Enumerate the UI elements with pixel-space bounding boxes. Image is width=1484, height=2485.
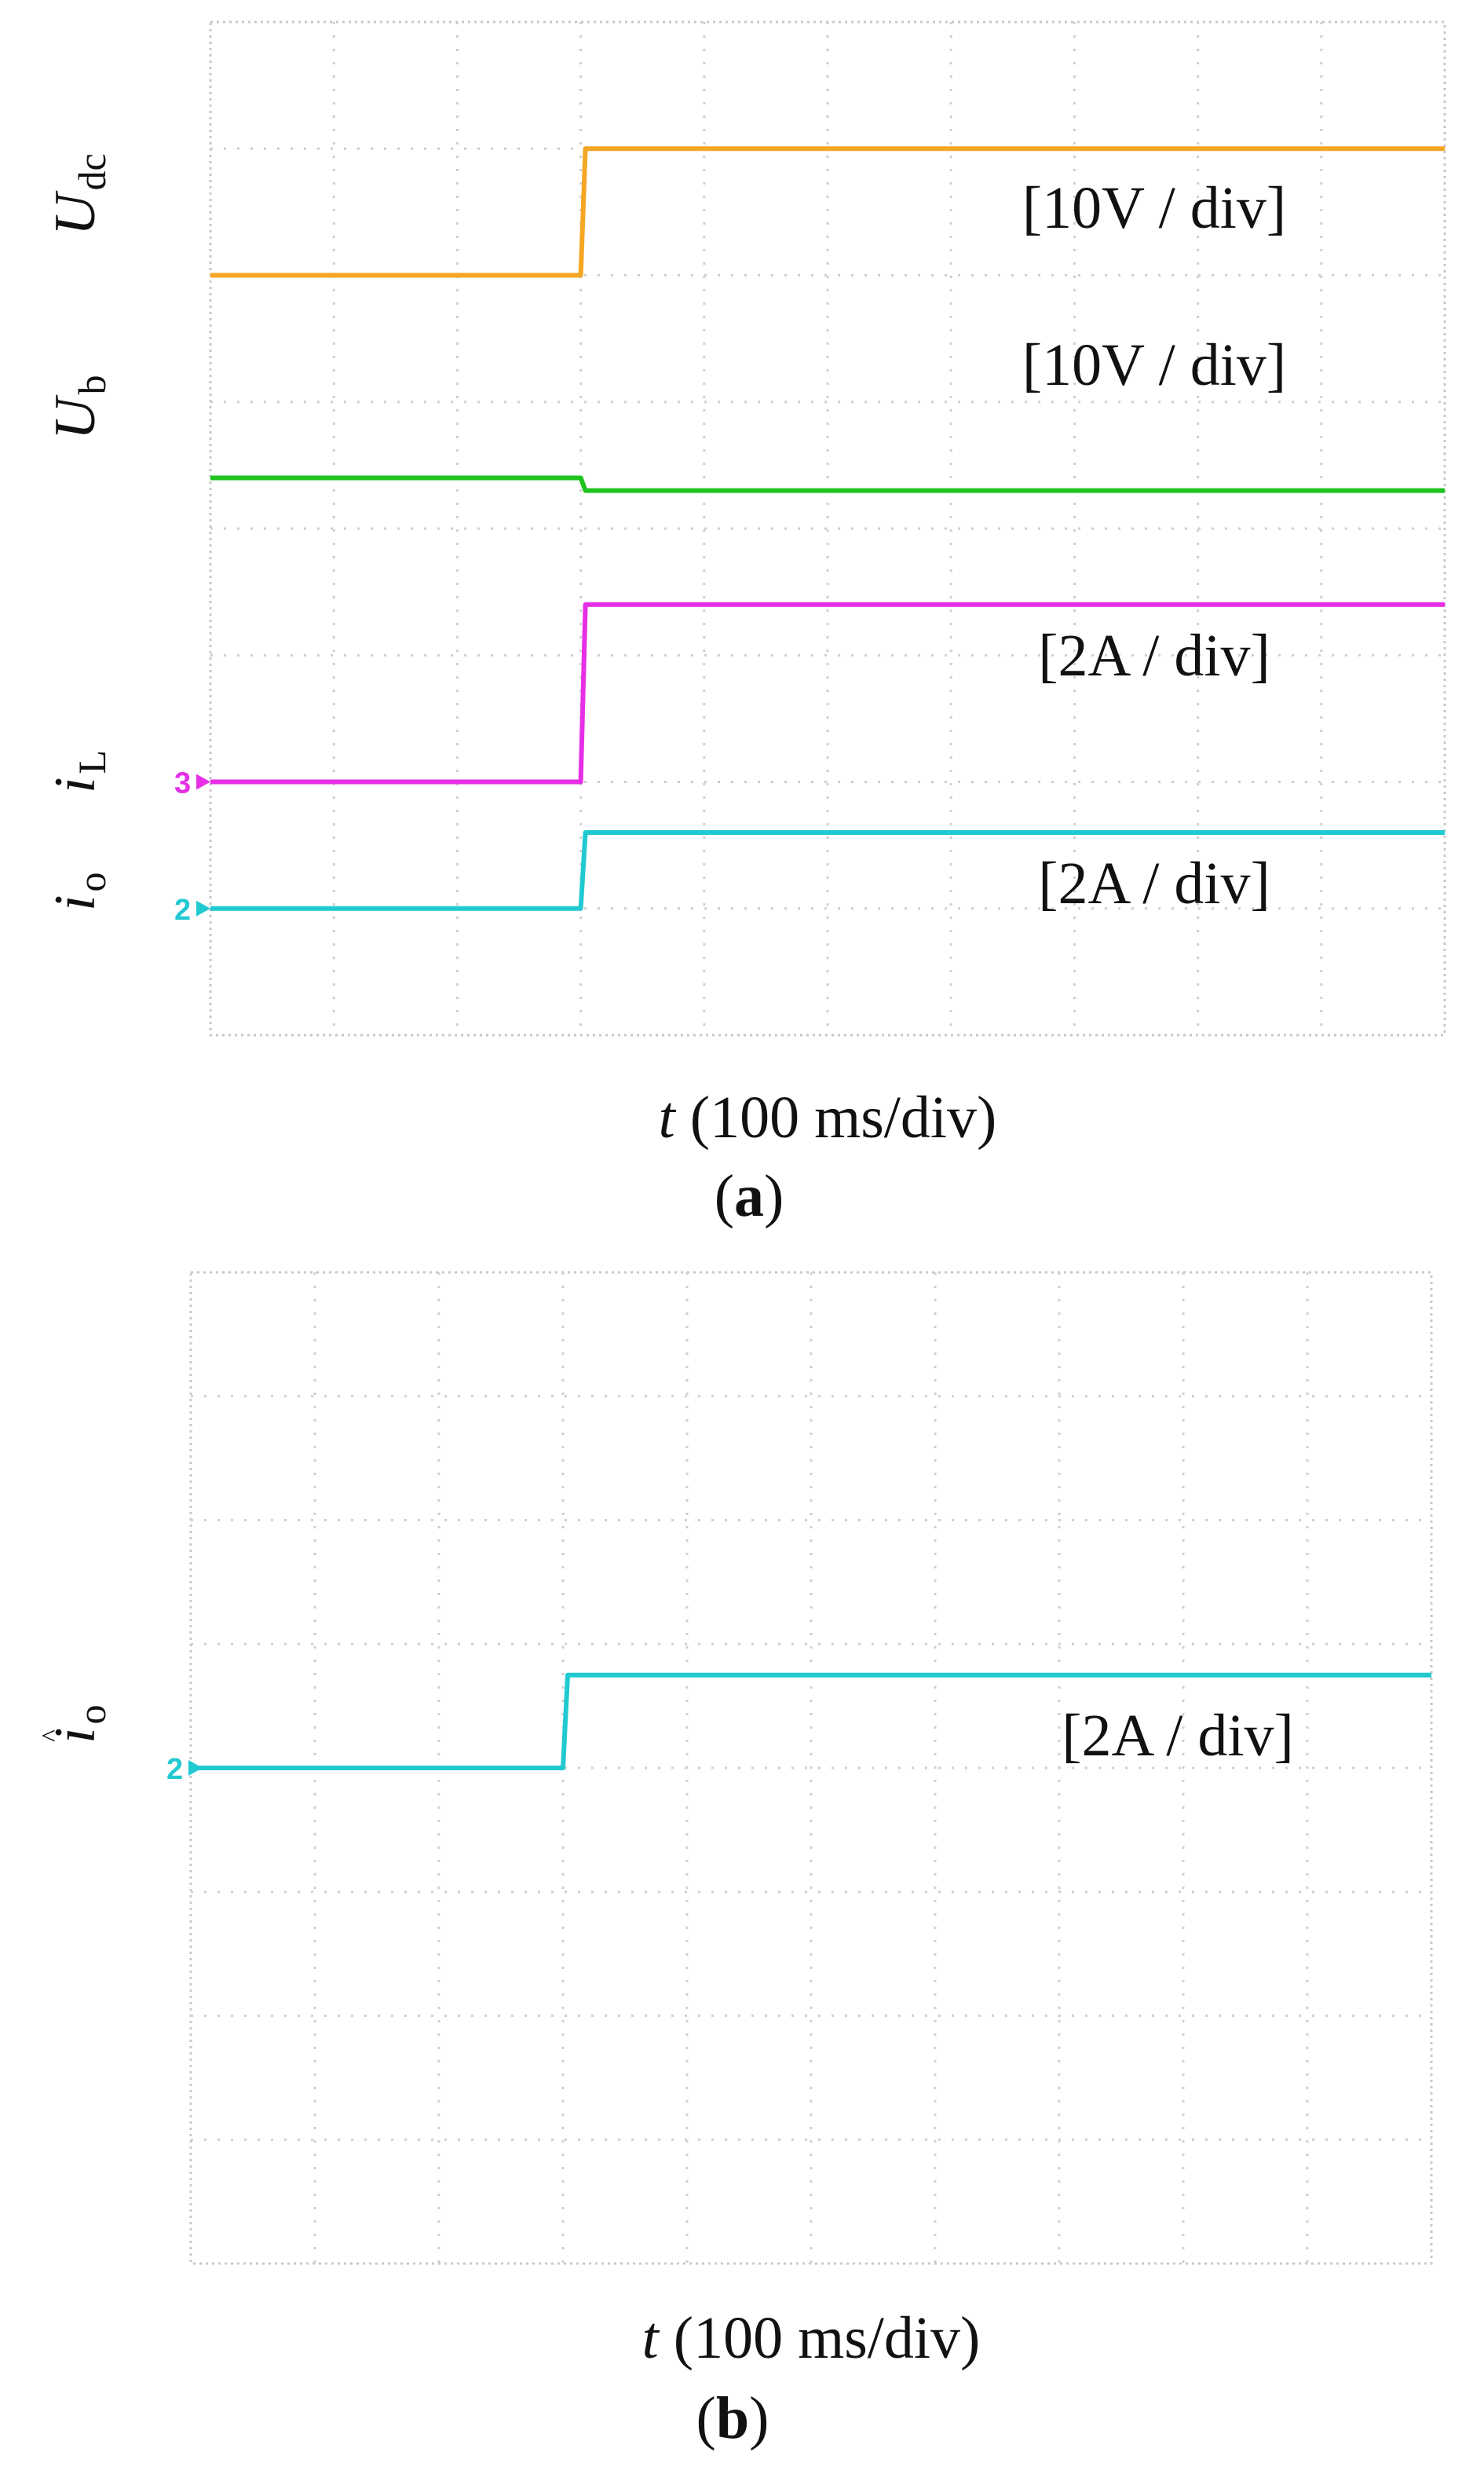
scope-panel-b: 2 ^io [2A / div] t (100 ms/div) (b) xyxy=(37,1271,1433,2451)
x-axis-label: t (100 ms/div) xyxy=(642,2305,981,2371)
channel-marker-arrow-icon xyxy=(196,900,210,917)
trace-il xyxy=(210,602,1445,785)
scale-label-ub: [10V / div] xyxy=(1022,332,1286,398)
channel-marker-arrow-icon xyxy=(196,774,210,790)
channel-marker-2: 2 xyxy=(166,1753,183,1786)
scale-label-udc: [10V / div] xyxy=(1022,175,1286,241)
channel-marker-arrow-icon xyxy=(188,1760,203,1776)
signal-label-udc: Udc xyxy=(43,153,114,236)
panel-caption: (b) xyxy=(696,2385,769,2451)
scope-frame xyxy=(189,1271,1433,2265)
x-axis-label: t (100 ms/div) xyxy=(659,1085,997,1151)
scale-label-io: [2A / div] xyxy=(1038,851,1270,917)
signal-label-io: io xyxy=(43,872,114,911)
trace-ub xyxy=(210,475,1445,493)
signal-label-il: iL xyxy=(43,750,114,793)
channel-marker-3: 3 xyxy=(174,767,191,800)
trace-io_hat xyxy=(191,1672,1431,1770)
signal-label-io_hat: ^io xyxy=(37,1704,114,1744)
scale-label-il: [2A / div] xyxy=(1038,623,1270,689)
trace-io xyxy=(210,830,1445,911)
signal-label-ub: Ub xyxy=(43,375,114,440)
channel-marker-2: 2 xyxy=(174,894,191,927)
panel-caption: (a) xyxy=(715,1163,784,1229)
scope-panel-a: Udc [10V / div] Ub [10V / div] 3 iL [2A / div]… xyxy=(43,20,1446,1229)
scale-label-io_hat: [2A / div] xyxy=(1062,1703,1294,1769)
trace-udc xyxy=(210,146,1445,278)
